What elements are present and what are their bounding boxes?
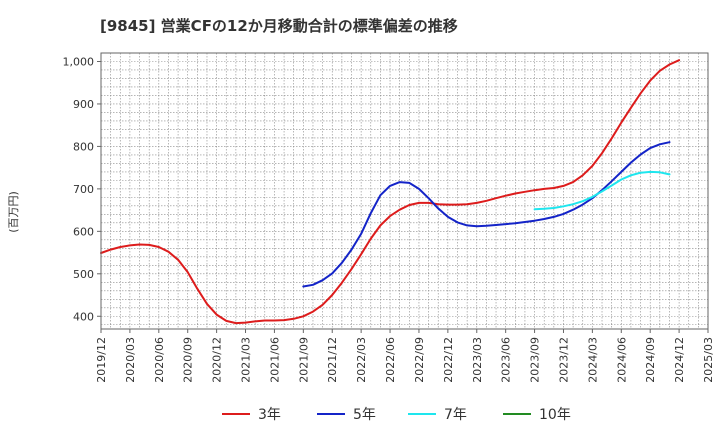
- x-tick-label: 2024/12: [673, 337, 686, 383]
- series-line-0: [100, 59, 681, 325]
- y-tick-label: 1,000: [63, 55, 95, 68]
- x-tick-label: 2022/03: [355, 337, 368, 383]
- x-tick-label: 2020/09: [182, 337, 195, 383]
- x-tick-label: 2020/06: [153, 337, 166, 383]
- chart-title: [9845] 営業CFの12か月移動合計の標準偏差の推移: [100, 17, 458, 35]
- x-tick-label: 2024/03: [586, 337, 599, 383]
- x-tick-label: 2023/09: [529, 337, 542, 383]
- y-tick-label: 400: [73, 310, 94, 323]
- x-tick-label: 2025/03: [702, 337, 715, 383]
- x-tick-label: 2023/12: [557, 337, 570, 383]
- y-tick-layer: 400 500 600 700 800 900 1,000: [63, 55, 101, 323]
- x-tick-label: 2022/06: [384, 337, 397, 383]
- x-tick-label: 2024/09: [644, 337, 657, 383]
- x-tick-label: 2022/12: [442, 337, 455, 383]
- x-tick-label: 2024/06: [615, 337, 628, 383]
- x-tick-label: 2020/12: [211, 337, 224, 383]
- legend-label-2: 7年: [444, 407, 467, 423]
- x-tick-label: 2023/06: [500, 337, 513, 383]
- plot-frame: [100, 52, 709, 330]
- y-tick-label: 700: [73, 183, 94, 196]
- y-tick-label: 900: [73, 98, 94, 111]
- x-tick-label: 2022/09: [413, 337, 426, 383]
- grid-layer: [100, 52, 709, 329]
- y-tick-label: 800: [73, 140, 94, 153]
- x-tick-label: 2023/03: [471, 337, 484, 383]
- x-tick-label: 2020/03: [124, 337, 137, 383]
- x-tick-label: 2019/12: [95, 337, 108, 383]
- series-layer: [100, 59, 681, 325]
- y-tick-label: 500: [73, 268, 94, 281]
- legend-label-3: 10年: [539, 407, 571, 423]
- x-tick-label: 2021/12: [326, 337, 339, 383]
- x-tick-label: 2021/06: [268, 337, 281, 383]
- x-tick-layer: 2019/12 2020/03 2020/06 2020/09 2020/12 2021/…: [95, 329, 715, 383]
- series-line-2: [533, 170, 671, 211]
- y-axis-label: (百万円): [7, 191, 20, 233]
- legend-label-1: 5年: [353, 407, 376, 423]
- x-tick-label: 2021/03: [240, 337, 253, 383]
- y-tick-label: 600: [73, 225, 94, 238]
- series-line-1: [302, 141, 671, 288]
- legend: 3年 5年 7年 10年: [222, 407, 571, 423]
- legend-label-0: 3年: [258, 407, 281, 423]
- x-tick-label: 2021/09: [297, 337, 310, 383]
